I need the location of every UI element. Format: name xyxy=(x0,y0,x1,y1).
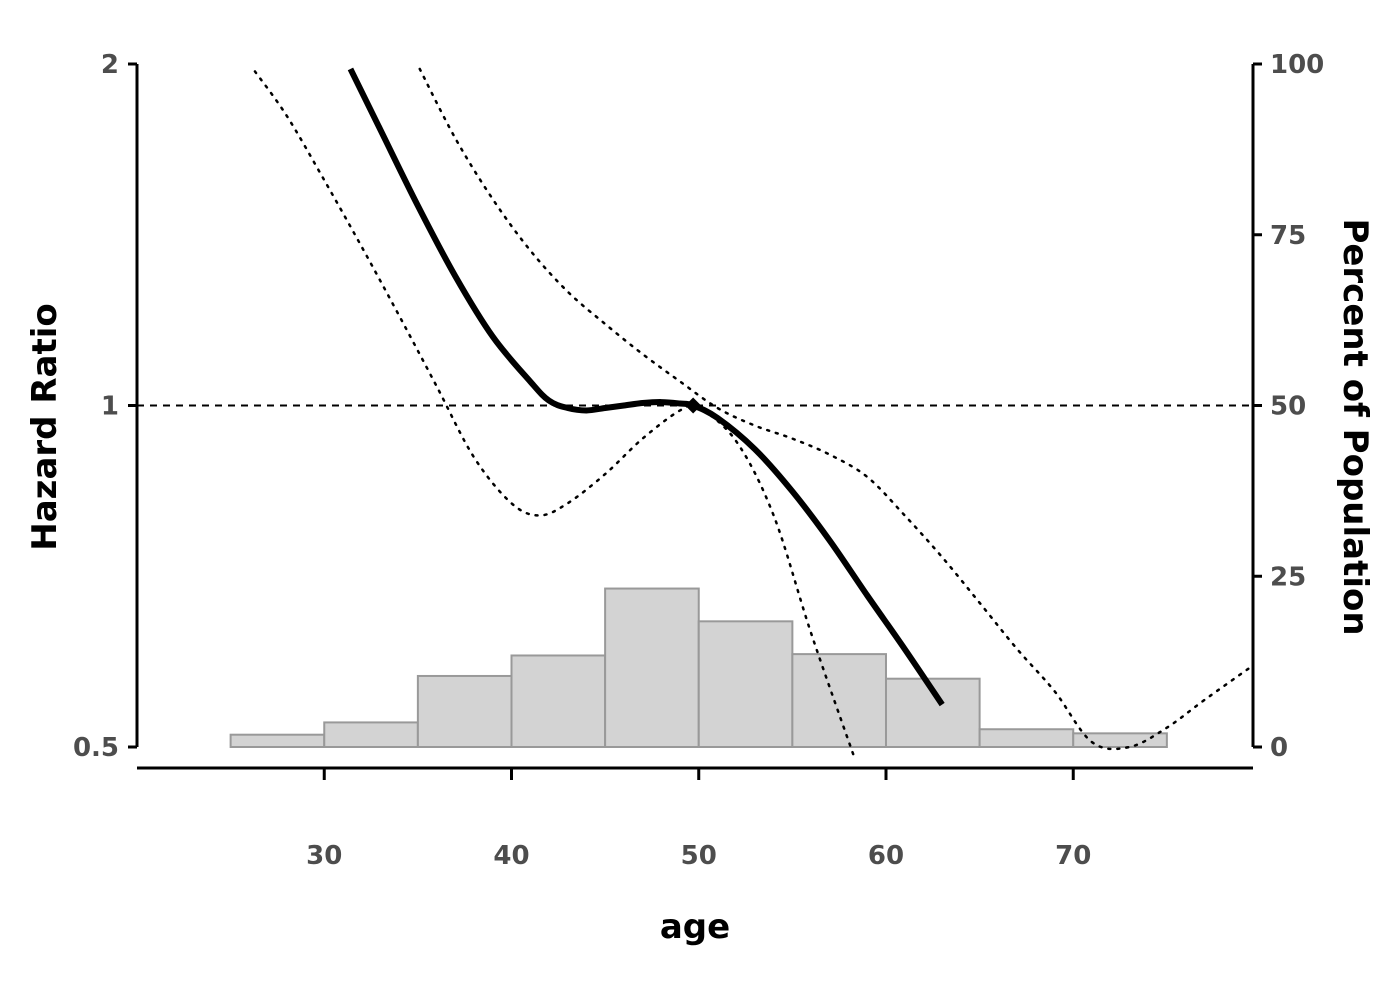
curve-layer xyxy=(253,67,1253,759)
y-right-tick-label: 25 xyxy=(1270,562,1306,592)
axis-layer: 0.5 1 2 0 25 50 75 100 30 40 50 60 70 xyxy=(73,50,1324,871)
y-axis-left-title: Hazard Ratio xyxy=(25,303,65,550)
y-right-tick-label: 50 xyxy=(1270,392,1306,422)
series-line-upper-ci xyxy=(418,67,1253,751)
histogram-bar xyxy=(791,653,887,748)
reference-point-marker xyxy=(685,397,702,414)
x-tick-label: 60 xyxy=(868,841,904,871)
x-tick-label: 50 xyxy=(681,841,717,871)
y-left-tick-label: 1 xyxy=(101,392,119,422)
y-left-tick-label: 0.5 xyxy=(73,733,119,763)
histogram-bar xyxy=(510,654,607,749)
histogram-bar xyxy=(229,733,326,748)
histogram-bar xyxy=(416,674,513,749)
histogram-bar xyxy=(1072,732,1168,749)
histogram-layer xyxy=(229,587,1168,749)
series-line-lower-ci xyxy=(253,70,856,759)
y-right-tick-label: 75 xyxy=(1270,221,1306,251)
series-line-estimate xyxy=(347,67,945,707)
histogram-bar xyxy=(697,620,794,748)
x-tick-label: 40 xyxy=(493,841,529,871)
histogram-bar xyxy=(323,721,419,748)
x-tick-label: 30 xyxy=(306,841,342,871)
histogram-bar xyxy=(604,587,700,748)
x-tick-label: 70 xyxy=(1055,841,1091,871)
y-right-tick-label: 100 xyxy=(1270,50,1324,80)
y-axis-right-title: Percent of Population xyxy=(1335,218,1375,635)
histogram-bar xyxy=(978,728,1075,749)
x-axis-title: age xyxy=(660,907,730,947)
y-right-tick-label: 0 xyxy=(1270,733,1288,763)
y-left-tick-label: 2 xyxy=(101,50,119,80)
